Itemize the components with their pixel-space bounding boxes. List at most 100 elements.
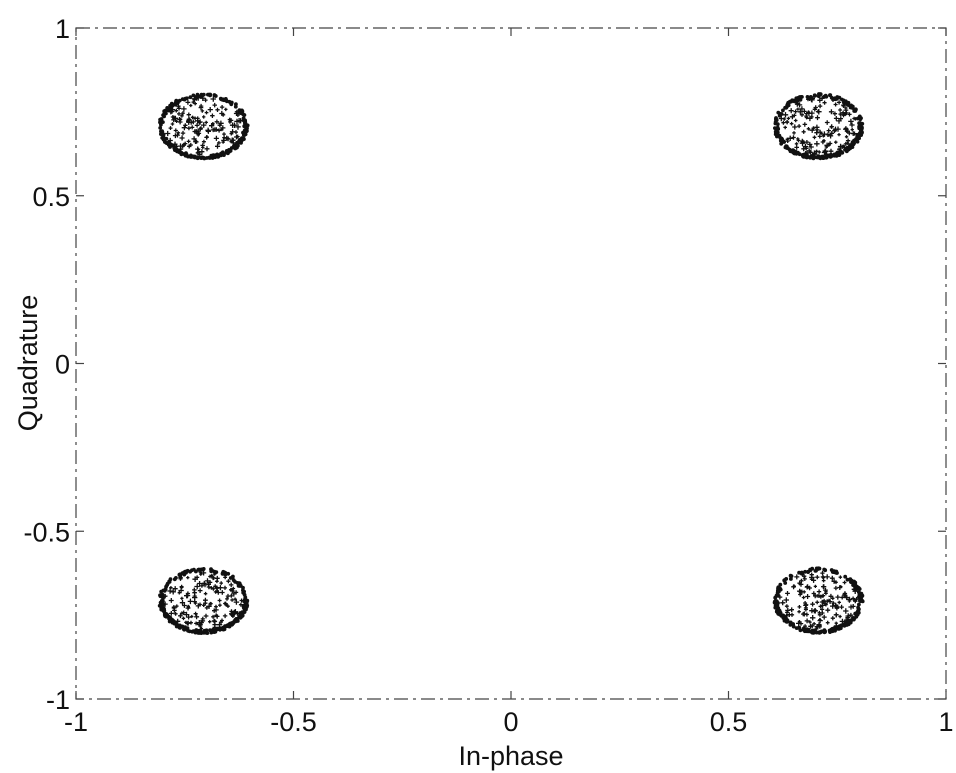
data-point (159, 122, 163, 127)
data-point (799, 106, 805, 112)
data-point (212, 572, 217, 576)
data-point (208, 620, 212, 624)
data-point (168, 598, 174, 603)
data-point (820, 610, 825, 616)
data-point (230, 598, 234, 602)
data-point (814, 630, 819, 635)
data-point (175, 149, 179, 154)
y-tick-label: -1 (46, 685, 70, 715)
data-point (192, 567, 196, 572)
data-point (845, 148, 849, 153)
data-point (211, 587, 216, 591)
data-point (205, 135, 209, 139)
data-point (191, 100, 195, 104)
data-point (224, 624, 229, 629)
data-point (857, 587, 862, 591)
data-point (833, 102, 838, 107)
data-point (194, 123, 200, 128)
data-point (175, 132, 180, 138)
data-point (191, 136, 197, 142)
data-point (235, 611, 240, 616)
data-point (221, 152, 226, 157)
data-point (845, 577, 850, 582)
data-point (787, 135, 793, 141)
data-point (785, 119, 789, 124)
data-point (859, 128, 863, 133)
data-point (797, 605, 802, 609)
data-point (163, 614, 168, 618)
data-point (783, 125, 787, 130)
data-point (829, 627, 834, 632)
data-point (813, 584, 817, 588)
data-point (851, 141, 855, 145)
data-point (194, 155, 199, 160)
data-point (193, 629, 198, 634)
y-tick-label: 1 (55, 14, 70, 44)
data-point (228, 120, 232, 124)
data-point (794, 574, 800, 580)
data-point (814, 141, 820, 147)
data-point (814, 130, 820, 136)
data-point (841, 110, 846, 115)
data-point (190, 125, 195, 130)
data-point (238, 110, 243, 115)
y-tick-label: 0 (55, 350, 70, 380)
data-point (192, 590, 197, 595)
data-point (186, 119, 190, 123)
data-point (815, 575, 820, 580)
data-point (245, 603, 250, 608)
data-point (214, 575, 220, 581)
data-point (213, 629, 218, 634)
data-point (178, 575, 183, 580)
data-point (162, 136, 167, 141)
data-point (199, 583, 204, 588)
data-point (204, 120, 208, 125)
data-point (183, 123, 188, 128)
data-point (792, 584, 796, 588)
data-point (773, 605, 778, 610)
data-point (172, 586, 178, 592)
data-point (778, 612, 782, 617)
data-point (231, 586, 236, 591)
data-point (158, 117, 163, 122)
data-point (207, 92, 211, 97)
data-point (187, 598, 194, 605)
y-tick-label: 0.5 (32, 182, 70, 212)
data-point (215, 153, 220, 158)
cluster-1 (773, 92, 865, 161)
data-point (205, 128, 211, 134)
data-point (797, 610, 801, 614)
data-point (859, 595, 864, 599)
data-point (211, 614, 215, 619)
data-point (843, 107, 849, 113)
data-point (241, 116, 246, 121)
data-point (226, 604, 230, 608)
data-point (179, 585, 184, 590)
data-point (817, 612, 822, 617)
data-point (179, 151, 183, 155)
data-point (210, 568, 215, 573)
data-point (792, 113, 797, 118)
data-point (225, 593, 231, 599)
data-point (220, 572, 225, 576)
data-point (186, 605, 191, 610)
data-point (203, 597, 208, 603)
data-point (201, 145, 205, 150)
data-point (242, 113, 247, 117)
data-point (808, 620, 812, 624)
data-point (170, 122, 175, 126)
data-point (160, 594, 164, 598)
data-point (777, 594, 783, 600)
data-point (781, 108, 785, 113)
x-tick-label: 0.5 (710, 707, 748, 737)
data-point (845, 100, 850, 105)
data-point (812, 622, 816, 626)
data-point (216, 621, 223, 628)
data-point (794, 145, 799, 150)
data-point (786, 146, 790, 151)
data-point (231, 621, 235, 625)
data-point (844, 135, 849, 139)
data-point (234, 109, 239, 114)
data-points (157, 92, 865, 635)
data-point (233, 146, 238, 151)
